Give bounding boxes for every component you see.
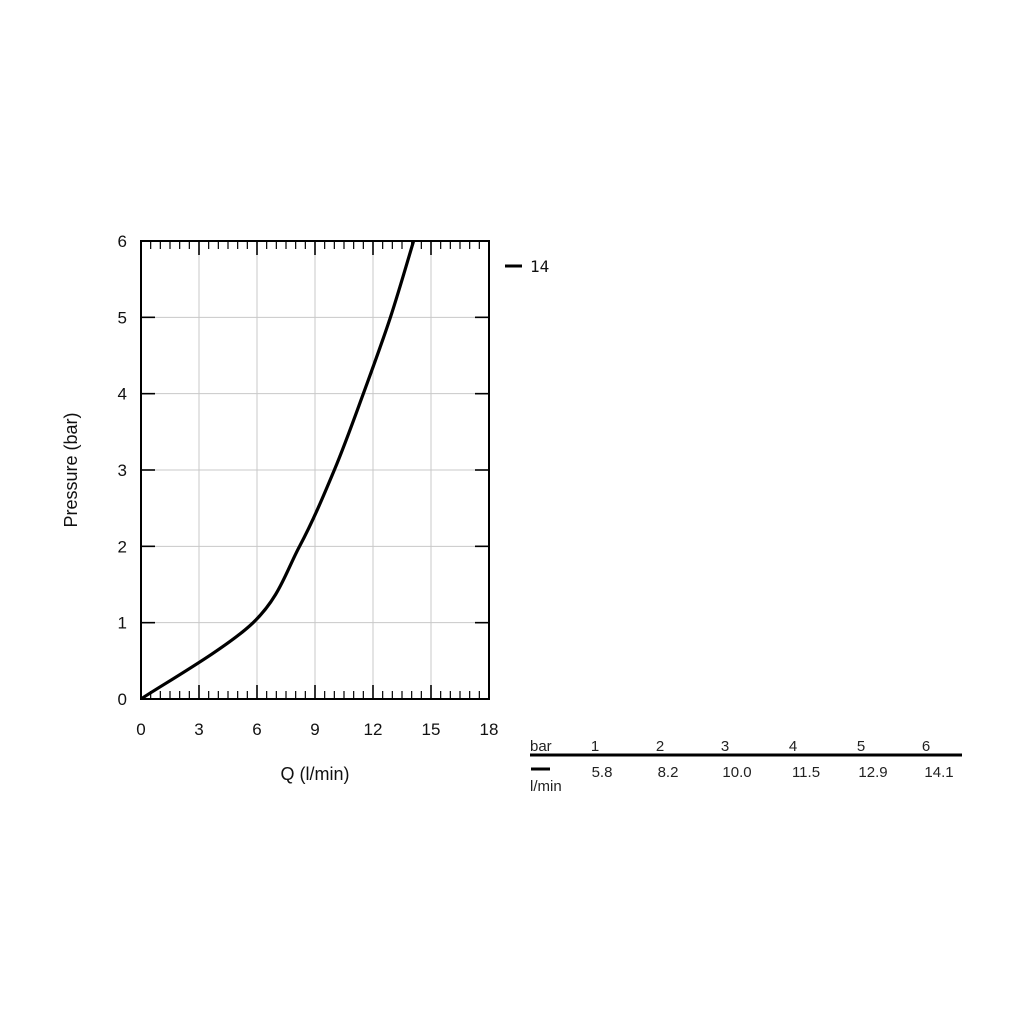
legend-label: 14 <box>530 257 549 276</box>
table-pressure-value: 2 <box>656 738 664 755</box>
y-tick-label: 1 <box>118 614 127 633</box>
y-tick-label: 0 <box>118 690 127 709</box>
y-tick-label: 5 <box>118 308 127 327</box>
table-flow-value: 12.9 <box>858 764 887 781</box>
grid <box>141 241 489 699</box>
table-pressure-value: 6 <box>922 738 930 755</box>
y-tick-label: 2 <box>118 537 127 556</box>
series-line <box>141 241 416 699</box>
y-axis-title: Pressure (bar) <box>61 412 81 527</box>
table-pressure-row: 1 2 3 4 5 6 <box>591 738 930 755</box>
table-pressure-value: 1 <box>591 738 599 755</box>
table-flow-value: 10.0 <box>722 764 751 781</box>
table-pressure-value: 3 <box>721 738 729 755</box>
table-header-label: bar <box>530 738 552 755</box>
x-tick-label: 6 <box>252 720 261 739</box>
y-tick-label: 3 <box>118 461 127 480</box>
x-tick-label: 9 <box>310 720 319 739</box>
x-tick-label: 0 <box>136 720 145 739</box>
table-pressure-value: 5 <box>857 738 865 755</box>
y-tick-label: 6 <box>118 232 127 251</box>
table-unit-label: l/min <box>530 778 562 795</box>
x-tick-label: 3 <box>194 720 203 739</box>
y-tick-labels: 0 1 2 3 4 5 6 <box>118 232 127 709</box>
plot-frame <box>140 240 490 700</box>
table-flow-value: 8.2 <box>658 764 679 781</box>
table-flow-value: 5.8 <box>592 764 613 781</box>
y-tick-label: 4 <box>118 385 127 404</box>
x-tick-labels: 0 3 6 9 12 15 18 <box>136 720 498 739</box>
legend: 14 <box>505 257 549 276</box>
flow-table: bar l/min 1 2 3 4 5 6 5.8 8.2 10.0 11.5 12.9 14.1 <box>530 738 962 795</box>
x-axis-title: Q (l/min) <box>281 764 350 784</box>
x-tick-label: 18 <box>480 720 499 739</box>
x-tick-label: 12 <box>364 720 383 739</box>
table-flow-value: 11.5 <box>792 764 820 781</box>
series-layer <box>141 241 416 699</box>
table-flow-row: 5.8 8.2 10.0 11.5 12.9 14.1 <box>592 764 954 781</box>
x-tick-label: 15 <box>422 720 441 739</box>
table-pressure-value: 4 <box>789 738 797 755</box>
table-flow-value: 14.1 <box>924 764 953 781</box>
